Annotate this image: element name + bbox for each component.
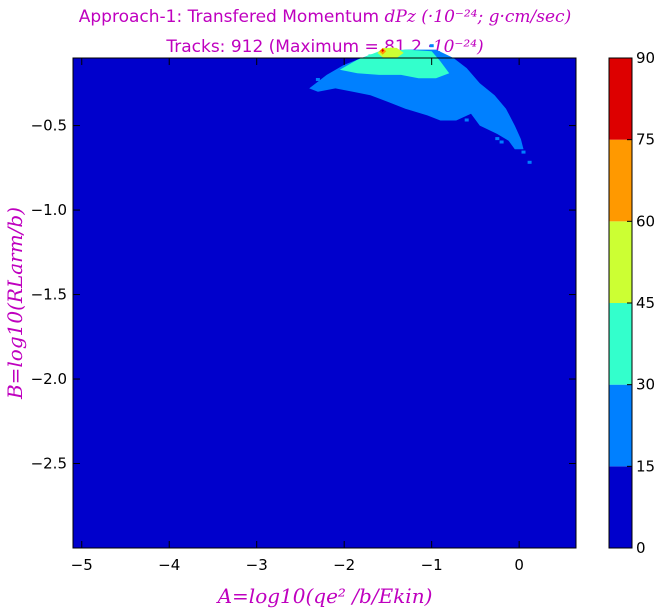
contour-speck <box>521 150 526 154</box>
plot-area <box>73 58 576 548</box>
x-tick-label: −3 <box>246 556 268 574</box>
contour-speck <box>368 54 373 58</box>
y-axis-ticks: −0.5 −1.0 −1.5 −2.0 −2.5 <box>31 117 576 473</box>
contour-speck <box>464 118 469 122</box>
colorbar-tick-label: 0 <box>636 539 646 557</box>
colorbar-tick-label: 60 <box>636 212 655 230</box>
chart-title-line1: Approach-1: Transfered Momentum dPz (·10… <box>79 7 571 27</box>
y-tick-label: −2.5 <box>31 455 67 473</box>
x-tick-label: −4 <box>158 556 180 574</box>
chart-title-line2-math: ·10⁻²⁴) <box>427 37 483 57</box>
y-tick-label: −1.0 <box>31 201 67 219</box>
colorbar <box>608 57 633 549</box>
colorbar-tick-label: 45 <box>636 294 655 312</box>
y-tick-label: −2.0 <box>31 370 67 388</box>
chart-title-line2: Tracks: 912 (Maximum = 81.2 ·10⁻²⁴) <box>165 37 483 57</box>
x-tick-label: −1 <box>421 556 443 574</box>
x-axis-label: A=log10(qe² /b/Ekin) <box>216 584 433 608</box>
x-tick-label: −5 <box>71 556 93 574</box>
y-axis-label: B=log10(RLarm/b) <box>3 207 27 400</box>
contour-speck <box>499 140 504 144</box>
contour-speck <box>324 84 329 88</box>
x-axis-ticks: −5 −4 −3 −2 −1 0 <box>71 58 524 574</box>
y-tick-label: −1.5 <box>31 286 67 304</box>
contour-speck <box>315 78 320 81</box>
colorbar-band-0-15 <box>609 466 632 548</box>
contour-speck <box>527 160 532 164</box>
contour-speck <box>495 137 500 141</box>
colorbar-band-15-30 <box>609 384 632 467</box>
chart-title-line1-math: dPz (·10⁻²⁴; g·cm/sec) <box>385 7 572 27</box>
chart-title-line2-prefix: Tracks: 912 (Maximum = 81.2 <box>165 37 427 57</box>
contour-speck <box>390 47 395 51</box>
colorbar-tick-label: 90 <box>636 49 655 67</box>
colorbar-band-75-90 <box>609 58 632 140</box>
x-tick-label: −2 <box>333 556 355 574</box>
colorbar-band-30-45 <box>609 303 632 385</box>
colorbar-band-45-60 <box>609 221 632 303</box>
colorbar-tick-label: 15 <box>636 457 655 475</box>
plot-frame <box>72 57 577 549</box>
colorbar-band-60-75 <box>609 139 632 222</box>
contour-region-15-30 <box>309 49 524 150</box>
y-tick-label: −0.5 <box>31 117 67 135</box>
colorbar-tick-label: 75 <box>636 131 655 149</box>
contour-region-75-90 <box>381 48 384 53</box>
chart-title-line1-prefix: Approach-1: Transfered Momentum <box>79 7 385 27</box>
contour-speck <box>429 44 434 48</box>
colorbar-ticks: 0 15 30 45 60 75 90 <box>627 49 655 557</box>
x-tick-label: 0 <box>514 556 524 574</box>
colorbar-tick-label: 30 <box>636 376 655 394</box>
